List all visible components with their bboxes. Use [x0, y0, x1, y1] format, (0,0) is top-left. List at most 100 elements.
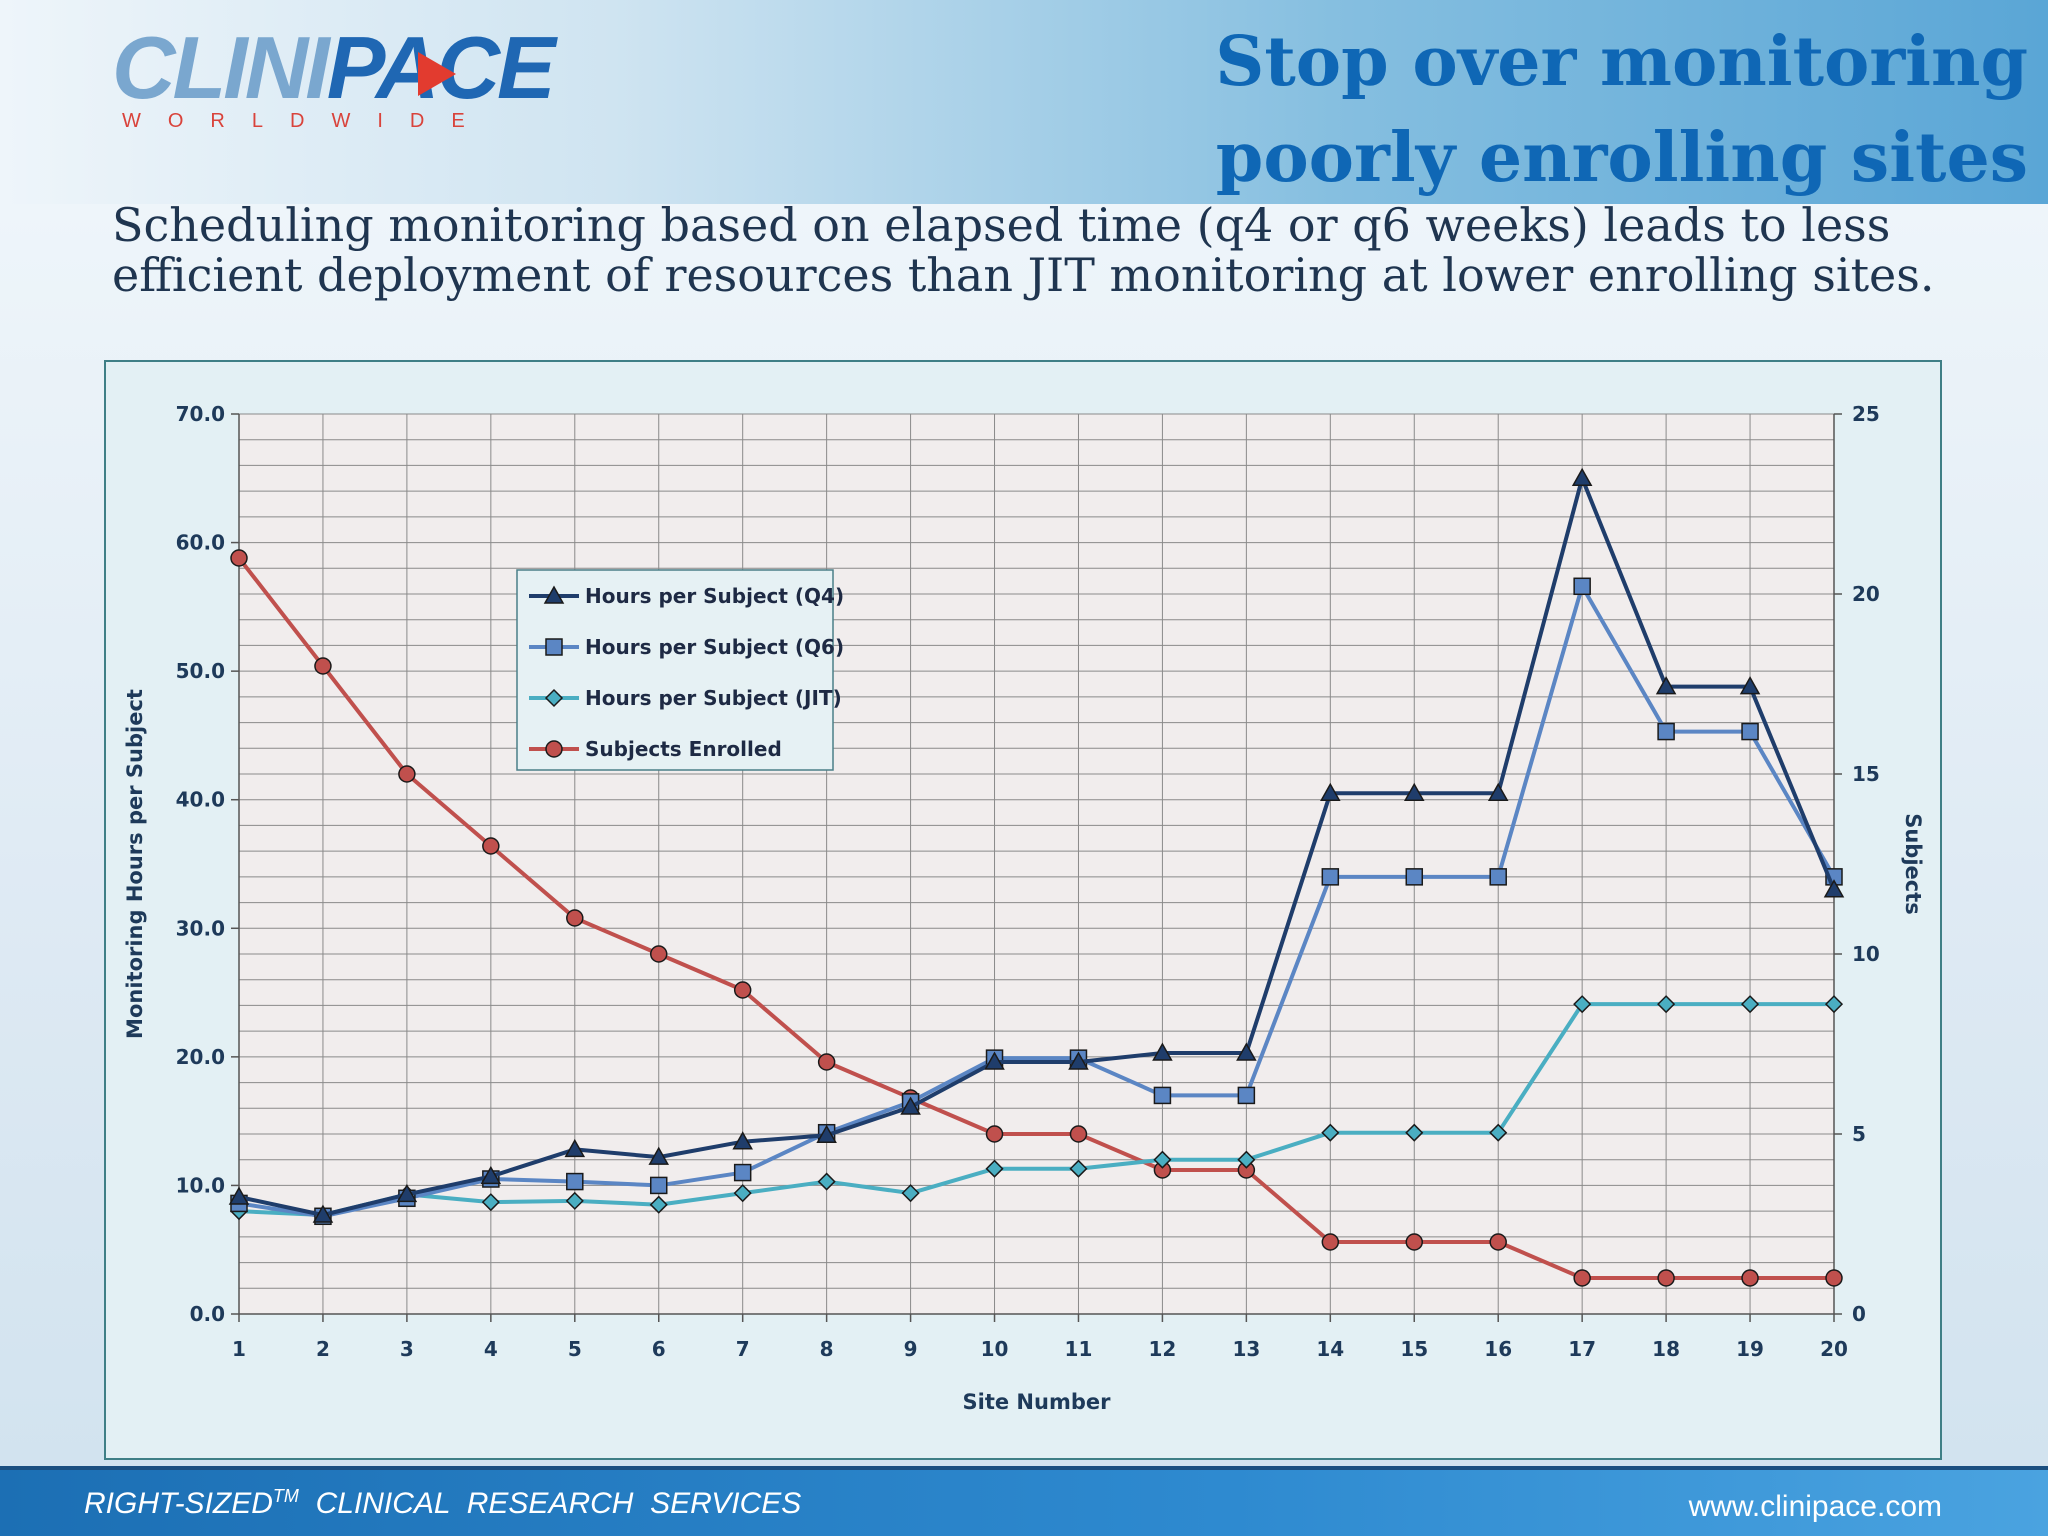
data-point-jit [901, 1184, 920, 1203]
data-point-q6 [1741, 722, 1759, 741]
data-point-q6 [1153, 1086, 1172, 1105]
data-point-q4 [1739, 676, 1761, 695]
legend-marker [545, 638, 563, 656]
logo-subtext: WORLDWIDE [122, 110, 492, 132]
data-point-q4 [984, 1051, 1005, 1070]
legend-marker [545, 740, 563, 758]
x-tick-label: 7 [736, 1337, 750, 1361]
data-point-enrolled [1489, 1233, 1507, 1251]
footer-band: RIGHT-SIZEDTM CLINICAL RESEARCH SERVICES… [0, 1466, 2048, 1536]
x-tick-label: 11 [1065, 1337, 1093, 1361]
data-point-enrolled [1069, 1125, 1088, 1143]
plot-area [239, 414, 1834, 1314]
series-line-q6 [238, 584, 1836, 1219]
data-point-enrolled [1405, 1233, 1424, 1251]
data-point-q4 [1487, 782, 1509, 802]
legend-marker [544, 688, 564, 708]
footer-tagline: RIGHT-SIZEDTM CLINICAL RESEARCH SERVICES [84, 1486, 801, 1521]
y-tick-label: 30.0 [176, 916, 225, 940]
data-point-q6 [1573, 577, 1591, 596]
y-axis-title: Monitoring Hours per Subject [123, 689, 147, 1039]
x-tick-label: 3 [400, 1337, 414, 1361]
data-point-q4 [312, 1204, 334, 1223]
x-tick-label: 14 [1316, 1337, 1344, 1361]
data-point-enrolled [649, 945, 668, 963]
chart-tick-labels: 0.010.020.030.040.050.060.070.0051015202… [176, 402, 1880, 1361]
x-tick-label: 18 [1652, 1337, 1680, 1361]
legend-label: Hours per Subject (Q4) [585, 584, 844, 608]
monitoring-chart: 0.010.020.030.040.050.060.070.0051015202… [123, 402, 1925, 1414]
data-point-jit [733, 1184, 752, 1203]
data-point-jit [649, 1195, 668, 1214]
legend-label: Hours per Subject (Q6) [585, 635, 844, 659]
data-point-enrolled [1741, 1269, 1759, 1287]
header-band: CLINIPACE WORLDWIDE Stop over monitoring… [0, 0, 2048, 204]
x-tick-label: 17 [1568, 1337, 1596, 1361]
x-tick-label: 20 [1820, 1337, 1848, 1361]
data-point-jit [985, 1159, 1004, 1178]
data-point-q4 [648, 1146, 670, 1165]
legend-item: Subjects Enrolled [529, 737, 782, 761]
data-point-q6 [649, 1176, 668, 1195]
data-point-enrolled [566, 909, 584, 927]
data-point-q4 [1403, 782, 1425, 802]
legend-item: Hours per Subject (Q4) [529, 584, 844, 608]
x-tick-label: 10 [981, 1337, 1009, 1361]
y2-tick-label: 15 [1852, 762, 1880, 786]
data-point-q6 [566, 1172, 584, 1191]
legend-item: Hours per Subject (JIT) [529, 686, 842, 710]
series-line-jit [238, 1002, 1834, 1217]
data-point-enrolled [230, 549, 248, 567]
data-point-enrolled [398, 765, 416, 783]
data-point-jit [1824, 995, 1844, 1014]
y-tick-label: 70.0 [176, 402, 225, 426]
data-point-q6 [1657, 722, 1675, 741]
x-tick-label: 15 [1400, 1337, 1428, 1361]
data-point-enrolled [314, 657, 332, 675]
data-point-q4 [732, 1131, 753, 1150]
y2-axis-title: Subjects [1901, 813, 1925, 915]
data-point-enrolled [1573, 1269, 1591, 1287]
data-point-jit [565, 1191, 584, 1210]
x-tick-label: 2 [316, 1337, 330, 1361]
logo-wordmark: CLINIPACE [112, 18, 556, 118]
logo-clini-text: CLINI [112, 18, 330, 117]
data-point-jit [1573, 995, 1592, 1014]
x-tick-label: 19 [1736, 1337, 1764, 1361]
chart-legend: Hours per Subject (Q4) Hours per Subject … [516, 569, 844, 771]
logo-play-icon [418, 52, 456, 96]
legend-marker [543, 585, 565, 604]
x-tick-label: 13 [1232, 1337, 1260, 1361]
y2-tick-label: 25 [1852, 402, 1880, 426]
y2-tick-label: 20 [1852, 582, 1880, 606]
footer-trademark: TM [272, 1486, 299, 1506]
x-tick-label: 6 [652, 1337, 666, 1361]
data-point-q4 [1236, 1042, 1257, 1061]
y2-tick-label: 10 [1852, 942, 1880, 966]
data-point-q6 [1237, 1086, 1256, 1105]
data-point-q4 [1068, 1051, 1089, 1070]
footer-website: www.clinipace.com [1688, 1490, 1942, 1523]
x-tick-label: 8 [820, 1337, 834, 1361]
data-point-enrolled [985, 1125, 1004, 1143]
x-tick-label: 9 [904, 1337, 918, 1361]
y2-tick-label: 5 [1852, 1122, 1866, 1146]
y-tick-label: 10.0 [176, 1173, 225, 1197]
data-point-jit [1405, 1123, 1424, 1142]
chart-frame: 0.0 10.0 20.0 30.0 40.0 50.0 60.0 70.0 0 5 10 15 20 2… [104, 360, 1942, 1460]
data-point-jit [817, 1172, 836, 1191]
clinipace-logo: CLINIPACE WORLDWIDE [112, 18, 556, 132]
x-tick-label: 5 [568, 1337, 582, 1361]
slide-title-line2: poorly enrolling sites [1215, 118, 2028, 198]
data-point-q4 [1571, 467, 1593, 487]
x-tick-label: 1 [232, 1337, 246, 1361]
data-point-q4 [900, 1096, 921, 1115]
data-point-q4 [396, 1183, 418, 1203]
legend-label: Subjects Enrolled [585, 737, 782, 761]
data-point-q4 [1655, 676, 1677, 695]
y-tick-label: 20.0 [176, 1045, 225, 1069]
data-point-q4 [816, 1124, 837, 1144]
legend-item: Hours per Subject (Q6) [529, 635, 844, 659]
slide-title: Stop over monitoring poorly enrolling si… [1028, 14, 2028, 206]
data-point-enrolled [1825, 1269, 1843, 1287]
